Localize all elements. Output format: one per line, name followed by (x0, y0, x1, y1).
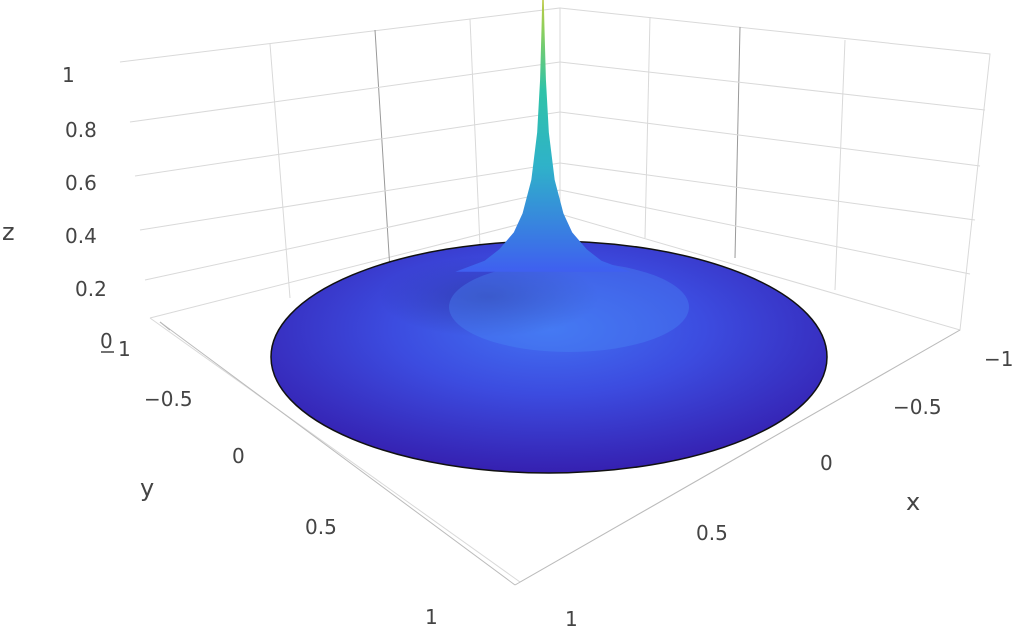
y-tick-label: −0.5 (144, 387, 193, 411)
surface (270, 0, 828, 474)
z-axis-title: z (2, 218, 15, 246)
surface-peak (455, 0, 631, 272)
y-tick-label: 1 (425, 605, 438, 629)
y-tick-labels: 1 −0.5 0 0.5 1 (118, 337, 438, 629)
x-tick-label: −0.5 (893, 395, 942, 419)
z-tick-label: 1 (62, 63, 75, 87)
back-walls (119, 7, 991, 586)
z-tick-label: 0 (100, 329, 113, 353)
x-tick-label: 0.5 (696, 521, 728, 545)
x-axis-title: x (906, 488, 920, 516)
z-tick-label: 0.6 (65, 171, 97, 195)
x-tick-label: −1 (984, 347, 1013, 371)
z-tick-label: 0.2 (75, 277, 107, 301)
x-tick-labels: −1 −0.5 0 0.5 1 (565, 347, 1013, 631)
y-tick-label: 0 (232, 444, 245, 468)
z-tick-labels: 0 0.2 0.4 0.6 0.8 1 (62, 63, 114, 353)
y-tick-label: 0.5 (305, 515, 337, 539)
y-axis-title: y (140, 474, 154, 502)
z-tick-label: 0.4 (65, 224, 97, 248)
x-tick-label: 0 (820, 451, 833, 475)
x-tick-label: 1 (565, 607, 578, 631)
surface-shading (379, 257, 599, 337)
y-tick-label: 1 (118, 337, 131, 361)
surface-highlight (449, 262, 689, 352)
z-tick-label: 0.8 (65, 118, 97, 142)
